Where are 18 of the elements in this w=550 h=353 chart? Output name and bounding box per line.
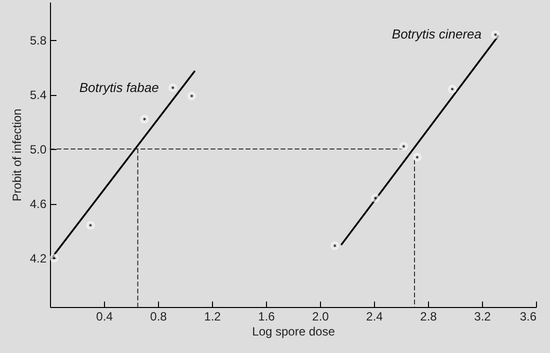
x-tick-label: 1.2 [204, 310, 222, 324]
x-tick-label: 3.6 [520, 310, 537, 324]
x-axis-title: Log spore dose [252, 324, 336, 338]
x-tick-label: 2.0 [312, 310, 330, 324]
y-tick-label: 4.6 [30, 197, 47, 212]
x-tick-label: 0.4 [96, 310, 114, 324]
y-tick-label: 5.0 [30, 142, 47, 157]
x-tick-label: 0.8 [150, 310, 168, 324]
x-tick-label: 3.2 [474, 310, 492, 324]
y-axis-title: Probit of infection [10, 108, 24, 202]
annotation: Botrytis fabae [79, 80, 159, 95]
y-tick-label: 4.2 [30, 251, 47, 266]
y-tick-label: 5.8 [30, 34, 47, 48]
x-tick-label: 2.8 [420, 310, 438, 324]
x-tick-label: 1.6 [258, 310, 276, 324]
annotation: Botrytis cinerea [392, 26, 482, 42]
y-tick-label: 5.4 [30, 88, 47, 102]
x-tick-label: 2.4 [366, 310, 384, 324]
